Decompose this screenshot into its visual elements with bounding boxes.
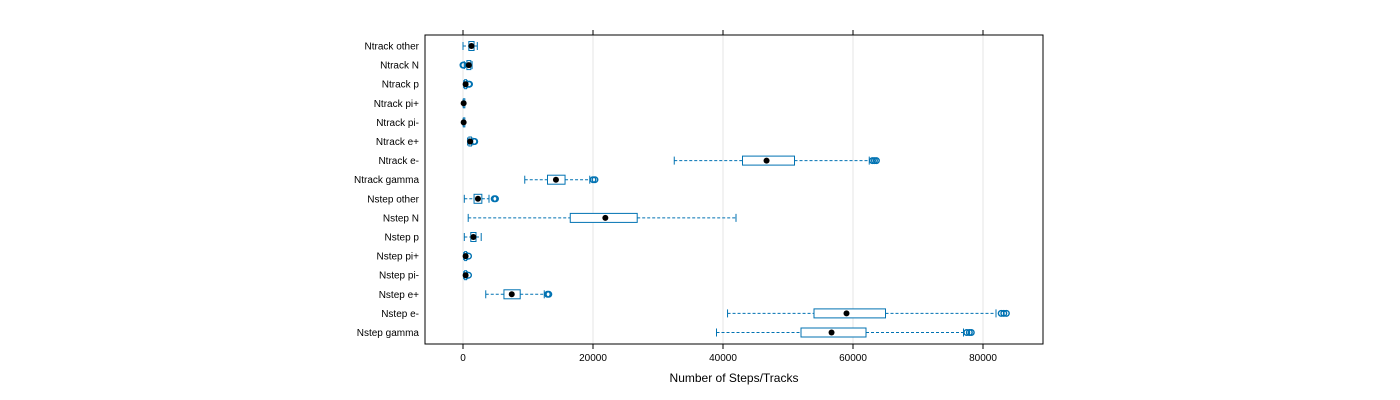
box-ntrack-e- (673, 155, 880, 166)
median-dot (462, 81, 469, 88)
category-label: Nstep gamma (357, 328, 420, 339)
category-label: Nstep pi+ (376, 252, 419, 263)
box-nstep-pi- (462, 270, 473, 281)
category-label: Ntrack e- (378, 156, 419, 167)
box-nstep-gamma (716, 327, 975, 338)
outlier-point (1002, 309, 1010, 317)
box-nstep-n (467, 212, 737, 223)
category-label: Ntrack N (380, 61, 419, 72)
outlier-point (492, 195, 500, 203)
median-dot (552, 176, 559, 183)
median-dot (460, 119, 467, 126)
median-dot (462, 253, 469, 260)
box-ntrack-n (459, 60, 473, 71)
median-dot (828, 329, 835, 336)
x-axis-ticks: 0 20000 40000 60000 80000 (460, 30, 997, 364)
outlier-point (967, 329, 975, 337)
median-dot (508, 291, 515, 298)
box-ntrack-pi- (460, 117, 467, 128)
median-dot (462, 272, 469, 279)
median-dot (763, 157, 770, 164)
category-label: Nstep e- (381, 309, 419, 320)
category-label: Ntrack gamma (354, 175, 419, 186)
outlier-point (1000, 309, 1008, 317)
outlier-point (591, 176, 599, 184)
outlier-point (545, 290, 553, 298)
category-label: Ntrack e+ (376, 137, 419, 148)
plot-frame (424, 34, 1044, 345)
box-ntrack-e- (467, 136, 479, 147)
median-dot (470, 234, 477, 240)
median-dot (468, 43, 475, 49)
box-layer (459, 41, 1010, 338)
x-axis-title: Number of Steps/Tracks (670, 371, 799, 385)
category-label: Nstep e+ (379, 290, 419, 301)
median-dot (467, 138, 474, 145)
category-label: Nstep pi- (379, 271, 419, 282)
median-dot (465, 62, 472, 69)
category-label: Nstep N (383, 213, 419, 224)
x-tick-label: 20000 (579, 353, 607, 364)
box-nstep-e- (485, 289, 553, 300)
category-labels: Ntrack other Ntrack N Ntrack p Ntrack pi+ Nt… (354, 42, 420, 340)
box-nstep-pi- (462, 251, 473, 262)
iqr-box (813, 308, 886, 319)
median-dot (602, 214, 609, 221)
x-tick-label: 80000 (969, 353, 997, 364)
box-nstep-e- (727, 308, 1010, 319)
x-tick-label: 60000 (839, 353, 867, 364)
category-label: Nstep other (367, 194, 419, 205)
box-ntrack-gamma (524, 174, 599, 185)
median-dot (474, 195, 481, 202)
category-label: Ntrack other (365, 42, 420, 53)
category-label: Ntrack pi- (376, 118, 419, 129)
box-ntrack-pi- (460, 98, 467, 109)
x-tick-label: 0 (460, 353, 466, 364)
box-ntrack-other (462, 41, 478, 51)
median-dot (460, 100, 467, 107)
outlier-point (963, 329, 971, 337)
category-label: Nstep p (385, 233, 420, 244)
category-label: Ntrack pi+ (374, 99, 419, 110)
grid-lines (462, 35, 984, 344)
median-dot (843, 310, 850, 317)
outlier-point (872, 157, 880, 165)
box-ntrack-p (462, 79, 474, 90)
box-nstep-other (463, 193, 500, 204)
x-tick-label: 40000 (709, 353, 737, 364)
box-nstep-p (463, 232, 482, 242)
category-label: Ntrack p (382, 80, 420, 91)
